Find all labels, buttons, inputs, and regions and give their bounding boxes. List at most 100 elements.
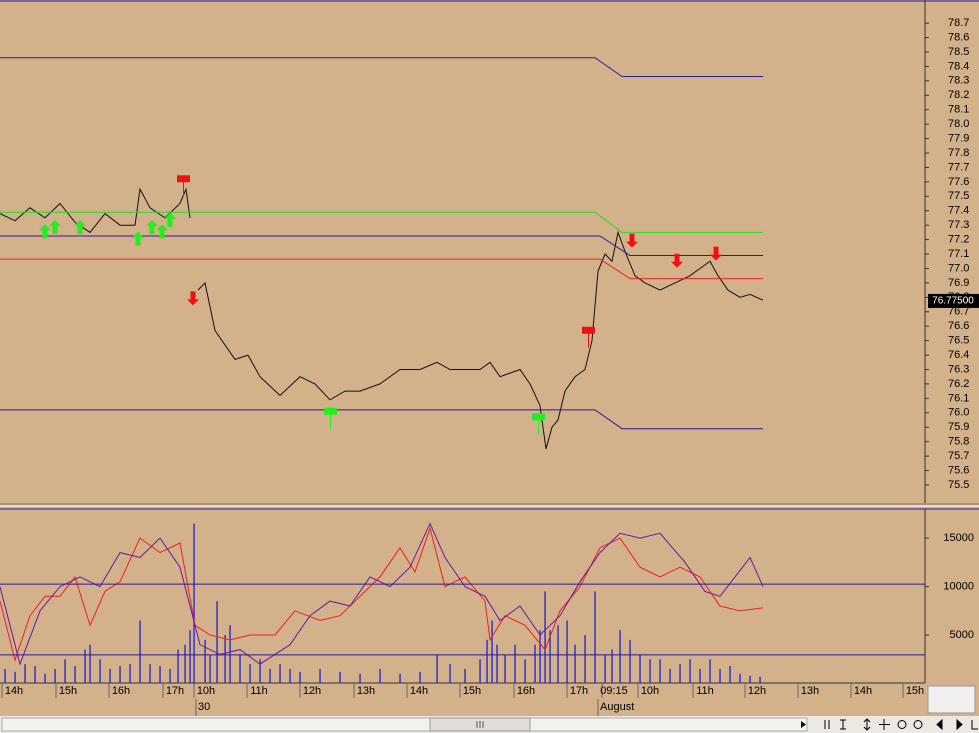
up-marker [164, 212, 176, 227]
volume-bar [574, 644, 576, 684]
volume-bar [584, 635, 586, 684]
volume-bar [496, 644, 498, 684]
volume-bar [193, 523, 195, 684]
volume-bar [729, 666, 731, 684]
x-tick-label: 10h [641, 685, 659, 697]
y-tick-label: 77.1 [948, 248, 969, 260]
volume-bar [699, 668, 701, 684]
flag-marker [532, 413, 545, 435]
volume-bar [269, 668, 271, 684]
scroll-right-button[interactable] [801, 721, 806, 728]
volume-bar [659, 659, 661, 684]
volume-bar [289, 668, 291, 684]
scrollbar[interactable] [1, 717, 808, 732]
volume-bar [379, 668, 381, 684]
icon-button[interactable] [824, 720, 830, 729]
volume-bar [359, 673, 361, 684]
volume-bar [504, 654, 506, 684]
y-tick-label: 78.1 [948, 104, 969, 116]
volume-bar [739, 673, 741, 684]
y-tick-label: 78.2 [948, 89, 969, 101]
y-tick-label: 77.6 [948, 176, 969, 188]
up-marker [146, 220, 158, 235]
volume-bar [129, 664, 131, 684]
up-marker [74, 220, 86, 235]
volume-bar [84, 649, 86, 684]
series-line [0, 258, 763, 280]
scroll-grip [476, 721, 484, 728]
y-tick-label: 76.0 [948, 407, 969, 419]
volume-bar [299, 671, 301, 684]
volume-bar [249, 664, 251, 684]
volume-bar [534, 644, 536, 684]
y-tick-label: 76.9 [948, 277, 969, 289]
volume-bar [216, 601, 218, 684]
y-tick-label: 76.6 [948, 320, 969, 332]
x-tick-label: 13h [357, 685, 375, 697]
volume-bar [464, 668, 466, 684]
y-tick-label: 75.6 [948, 464, 969, 476]
y-tick-label: 77.5 [948, 190, 969, 202]
icon-button[interactable] [863, 718, 871, 731]
volume-bar [109, 668, 111, 684]
date-tick-label: 30 [198, 701, 210, 713]
down-marker [710, 246, 722, 261]
volume-bar [604, 654, 606, 684]
volume-bar [539, 630, 541, 684]
volume-bar [259, 659, 261, 684]
volume-bar [44, 673, 46, 684]
icon-button[interactable] [936, 718, 943, 731]
volume-bar [339, 671, 341, 684]
x-tick-label: 15h [463, 685, 481, 697]
last-value-label: 76.77500 [932, 296, 974, 307]
volume-bar [184, 644, 186, 684]
y-tick-label: 76.7 [948, 306, 969, 318]
x-tick-label: 16h [112, 685, 130, 697]
volume-bar [629, 639, 631, 684]
x-tick-label: 17h [166, 685, 184, 697]
x-tick-label: 14h [410, 685, 428, 697]
icon-button[interactable] [956, 718, 963, 731]
x-tick-label: 14h [854, 685, 872, 697]
icon-button[interactable] [971, 720, 978, 730]
x-tick-label: 11h [250, 685, 268, 697]
volume-bar [491, 620, 493, 684]
volume-bar [639, 654, 641, 684]
y-tick-label: 77.2 [948, 233, 969, 245]
series-line [0, 409, 763, 430]
volume-bar [159, 666, 161, 684]
volume-bar [514, 644, 516, 684]
volume-bar [399, 673, 401, 684]
volume-bar [566, 620, 568, 684]
up-marker [156, 224, 168, 239]
volume-bar [419, 671, 421, 684]
up-marker [39, 224, 51, 239]
volume-bar [139, 620, 141, 684]
down-marker [187, 291, 199, 306]
y-tick-label: 75.8 [948, 436, 969, 448]
y-tick-label: 78.5 [948, 46, 969, 58]
volume-bar [119, 666, 121, 684]
volume-bar [89, 644, 91, 684]
flag-marker [177, 175, 190, 197]
volume-bar [99, 659, 101, 684]
x-tick-label: 16h [517, 685, 535, 697]
volume-bar [189, 630, 191, 684]
volume-bar [619, 630, 621, 684]
series-line [0, 235, 763, 256]
series-line [0, 57, 763, 77]
icon-button[interactable] [897, 720, 907, 729]
volume-bar [479, 659, 481, 684]
icon-button[interactable] [840, 719, 846, 730]
volume-bar [4, 668, 6, 684]
icon-button[interactable] [913, 720, 923, 729]
volume-bar [279, 664, 281, 684]
volume-bar [759, 676, 761, 684]
up-marker [132, 231, 144, 246]
flag-marker [324, 407, 337, 429]
icon-button[interactable] [879, 719, 890, 730]
volume-bar [689, 659, 691, 684]
y-tick-label: 75.7 [948, 450, 969, 462]
